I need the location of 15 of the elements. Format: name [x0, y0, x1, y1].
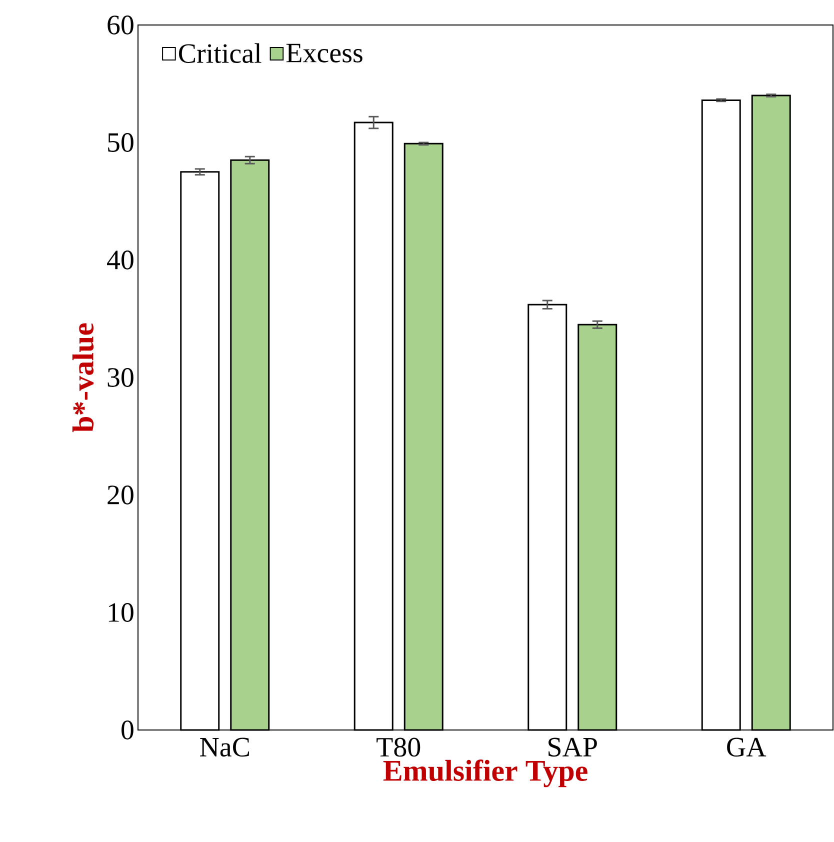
x-axis-title: Emulsifier Type: [384, 760, 588, 788]
x-tick-label: SAP: [548, 738, 598, 757]
y-tick-label: 60: [108, 16, 134, 34]
y-tick-label: 20: [108, 486, 134, 504]
y-axis-title: b*-value: [72, 323, 94, 432]
x-tick-label: GA: [727, 738, 766, 757]
y-tick-label: 10: [109, 603, 134, 622]
x-tick-label: T80: [376, 738, 420, 757]
y-tick-label: 50: [108, 133, 134, 152]
y-tick-label: 30: [108, 368, 134, 387]
legend-label: Critical: [179, 43, 262, 63]
x-tick-label: NaC: [200, 738, 250, 757]
y-tick-label: 40: [107, 250, 134, 270]
y-tick-label: 0: [122, 720, 134, 740]
legend-label: Excess: [286, 44, 363, 62]
